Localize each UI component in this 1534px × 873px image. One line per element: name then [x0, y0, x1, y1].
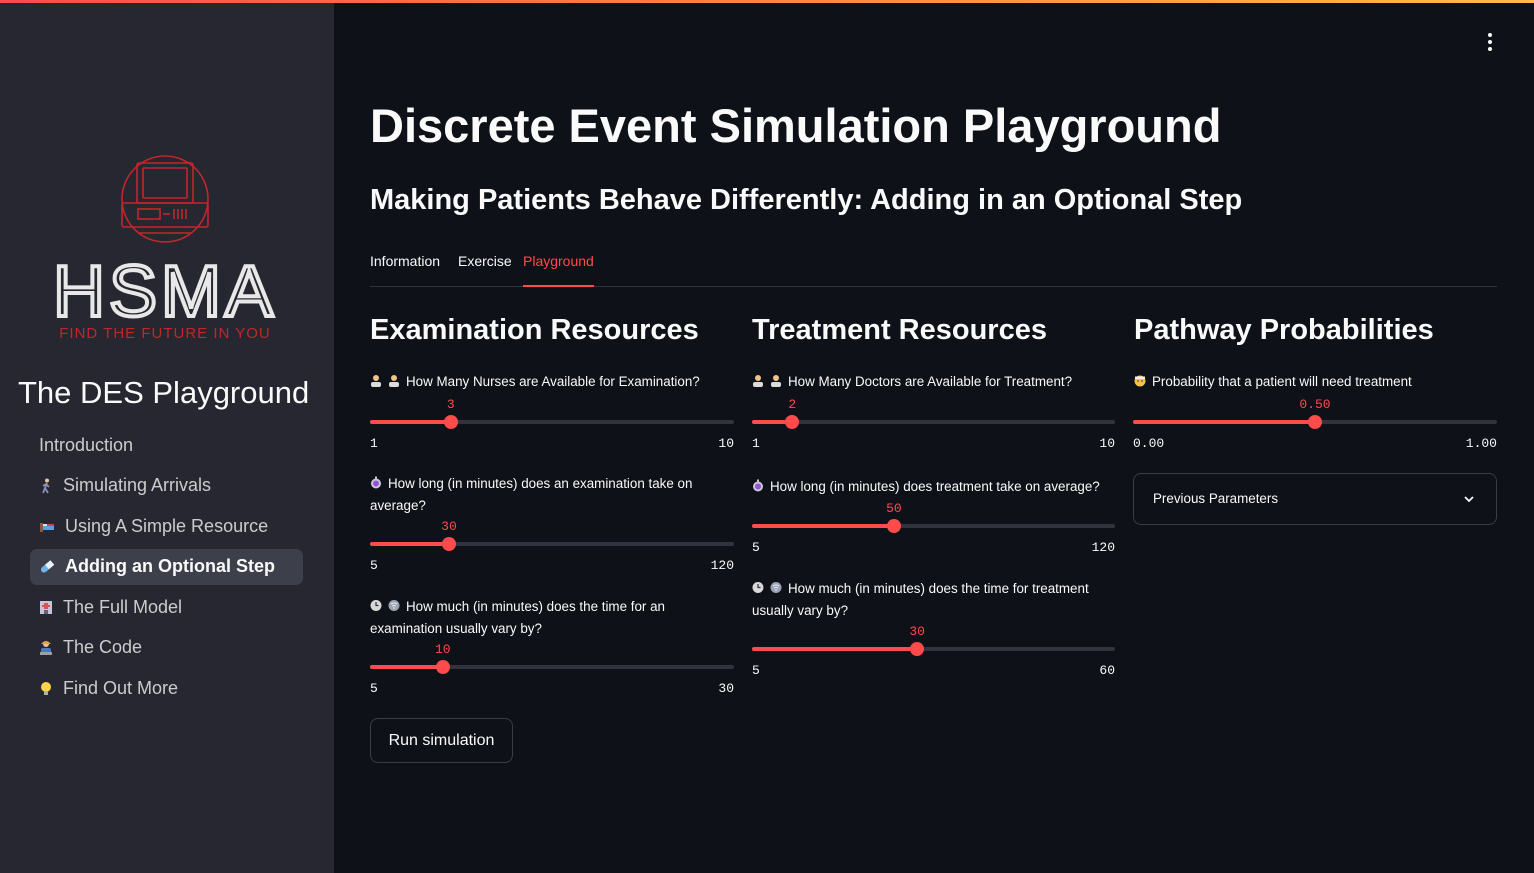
bed-icon: [40, 523, 54, 533]
health-worker-icon: [753, 375, 763, 387]
sidebar-item-label: The Full Model: [63, 596, 183, 617]
treatment-probability-slider-thumb[interactable]: [1308, 415, 1322, 429]
hospital-icon: [40, 601, 52, 615]
treatment-resources-heading: Treatment Resources: [752, 314, 1047, 346]
treatment-probability-slider-label: Probability that a patient will need tre…: [1134, 371, 1497, 393]
exam-time-slider-max: 120: [710, 558, 734, 573]
health-worker-icon: [389, 375, 399, 387]
pill-icon: [40, 559, 55, 573]
exam-time-slider[interactable]: 30 5 120: [370, 519, 734, 573]
nurses-slider[interactable]: 3 1 10: [370, 397, 734, 451]
exam-vary-slider-max: 30: [718, 681, 734, 696]
doctors-slider-max: 10: [1099, 436, 1115, 451]
treat-vary-slider-label: How much (in minutes) does the time for …: [752, 581, 1089, 618]
lightbulb-icon: [41, 681, 51, 695]
top-decoration-bar: [0, 0, 1534, 3]
main-menu-button[interactable]: [1482, 31, 1498, 53]
treat-time-slider-value: 50: [886, 501, 902, 516]
exam-vary-slider-thumb[interactable]: [435, 660, 450, 674]
nurses-slider-max: 10: [718, 436, 734, 451]
sidebar-item-simulating-arrivals[interactable]: Simulating Arrivals: [30, 468, 303, 504]
stopwatch-icon: [753, 479, 763, 492]
exam-time-slider-value: 30: [441, 519, 457, 534]
treatment-probability-slider-min: 0.00: [1133, 436, 1165, 451]
doctors-slider-thumb[interactable]: [785, 415, 800, 429]
sidebar-item-the-code[interactable]: The Code: [30, 630, 303, 666]
technologist-icon: [40, 640, 52, 655]
exam-vary-slider-label: How much (in minutes) does the time for …: [370, 599, 665, 636]
treat-time-slider-min: 5: [752, 540, 760, 555]
treatment-probability-slider[interactable]: 0.50 0.00 1.00: [1133, 397, 1497, 451]
doctors-slider-value: 2: [788, 397, 797, 412]
sidebar-item-label: Adding an Optional Step: [65, 556, 275, 577]
treat-vary-slider-min: 5: [752, 663, 760, 678]
treat-time-slider-thumb[interactable]: [886, 519, 901, 533]
previous-parameters-expander[interactable]: Previous Parameters: [1133, 473, 1497, 525]
treat-time-slider-label: How long (in minutes) does treatment tak…: [752, 476, 1115, 498]
exam-time-slider-thumb[interactable]: [441, 537, 456, 551]
sidebar-item-find-out-more[interactable]: Find Out More: [30, 671, 303, 707]
treat-vary-slider[interactable]: 30 5 60: [752, 624, 1115, 678]
treatment-probability-slider-max: 1.00: [1465, 436, 1497, 451]
chevron-down-icon: [1464, 496, 1474, 503]
svg-text:FIND THE FUTURE IN YOU: FIND THE FUTURE IN YOU: [59, 325, 270, 342]
health-worker-icon: [371, 375, 381, 387]
sidebar-item-label: The Code: [63, 637, 143, 658]
nurses-slider-value: 3: [446, 397, 455, 412]
treat-vary-slider-max: 60: [1099, 663, 1115, 678]
treat-vary-slider-thumb[interactable]: [910, 642, 925, 656]
exam-vary-slider-min: 5: [370, 681, 378, 696]
tornado-icon: [388, 600, 400, 611]
treat-time-slider-max: 120: [1091, 540, 1115, 555]
hsma-logo: HSMA FIND THE FUTURE IN YOU: [51, 155, 277, 342]
face-with-head-bandage-icon: [1134, 375, 1146, 387]
health-worker-icon: [771, 375, 781, 387]
doctors-slider[interactable]: 2 1 10: [752, 397, 1115, 451]
treatment-probability-slider-value: 0.50: [1299, 397, 1331, 412]
sidebar-nav: Introduction Simulating Arrivals Using A…: [30, 427, 303, 711]
treat-vary-slider-value: 30: [909, 624, 925, 639]
examination-resources-heading: Examination Resources: [370, 314, 699, 346]
run-simulation-button[interactable]: Run simulation: [370, 718, 513, 763]
app-title: The DES Playground: [18, 375, 310, 410]
pathway-probabilities-heading: Pathway Probabilities: [1134, 314, 1434, 346]
tornado-icon: [770, 582, 782, 593]
treat-time-slider[interactable]: 50 5 120: [752, 501, 1115, 555]
page-title: Discrete Event Simulation Playground: [370, 99, 1222, 152]
nurses-slider-min: 1: [370, 436, 378, 451]
sidebar-item-label: Simulating Arrivals: [63, 475, 212, 496]
doctors-slider-min: 1: [752, 436, 760, 451]
clock-icon: [752, 582, 764, 593]
sidebar-item-label: Using A Simple Resource: [65, 515, 269, 536]
exam-time-slider-min: 5: [370, 558, 378, 573]
stopwatch-icon: [371, 476, 381, 489]
clock-icon: [370, 600, 382, 611]
nurses-slider-thumb[interactable]: [443, 415, 458, 429]
previous-parameters-label: Previous Parameters: [1153, 491, 1279, 506]
nurses-slider-label: How Many Nurses are Available for Examin…: [370, 371, 734, 393]
sidebar-item-label: Introduction: [39, 434, 134, 455]
exam-time-slider-label: How long (in minutes) does an examinatio…: [370, 476, 693, 513]
tab-information[interactable]: Information: [370, 253, 441, 269]
page-subtitle: Making Patients Behave Differently: Addi…: [370, 184, 1243, 216]
sidebar-item-optional-step[interactable]: Adding an Optional Step: [30, 548, 303, 585]
exam-vary-slider[interactable]: 10 5 30: [370, 642, 734, 696]
exam-vary-slider-value: 10: [434, 642, 451, 657]
svg-text:HSMA: HSMA: [53, 252, 277, 332]
sidebar-item-full-model[interactable]: The Full Model: [30, 589, 303, 625]
walking-person-icon: [42, 478, 50, 494]
tab-bar: Information Exercise Playground: [370, 250, 1497, 287]
tab-exercise[interactable]: Exercise: [458, 253, 512, 269]
sidebar: HSMA FIND THE FUTURE IN YOU The DES Play…: [0, 3, 334, 873]
tab-playground[interactable]: Playground: [523, 253, 594, 287]
sidebar-item-label: Find Out More: [63, 678, 179, 699]
sidebar-item-simple-resource[interactable]: Using A Simple Resource: [30, 508, 303, 544]
doctors-slider-label: How Many Doctors are Available for Treat…: [752, 371, 1115, 393]
sidebar-item-introduction[interactable]: Introduction: [30, 427, 303, 463]
